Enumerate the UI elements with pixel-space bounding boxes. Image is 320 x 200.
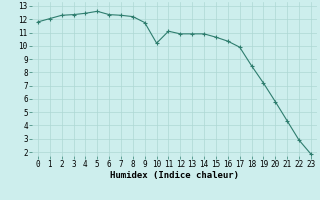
X-axis label: Humidex (Indice chaleur): Humidex (Indice chaleur) [110,171,239,180]
